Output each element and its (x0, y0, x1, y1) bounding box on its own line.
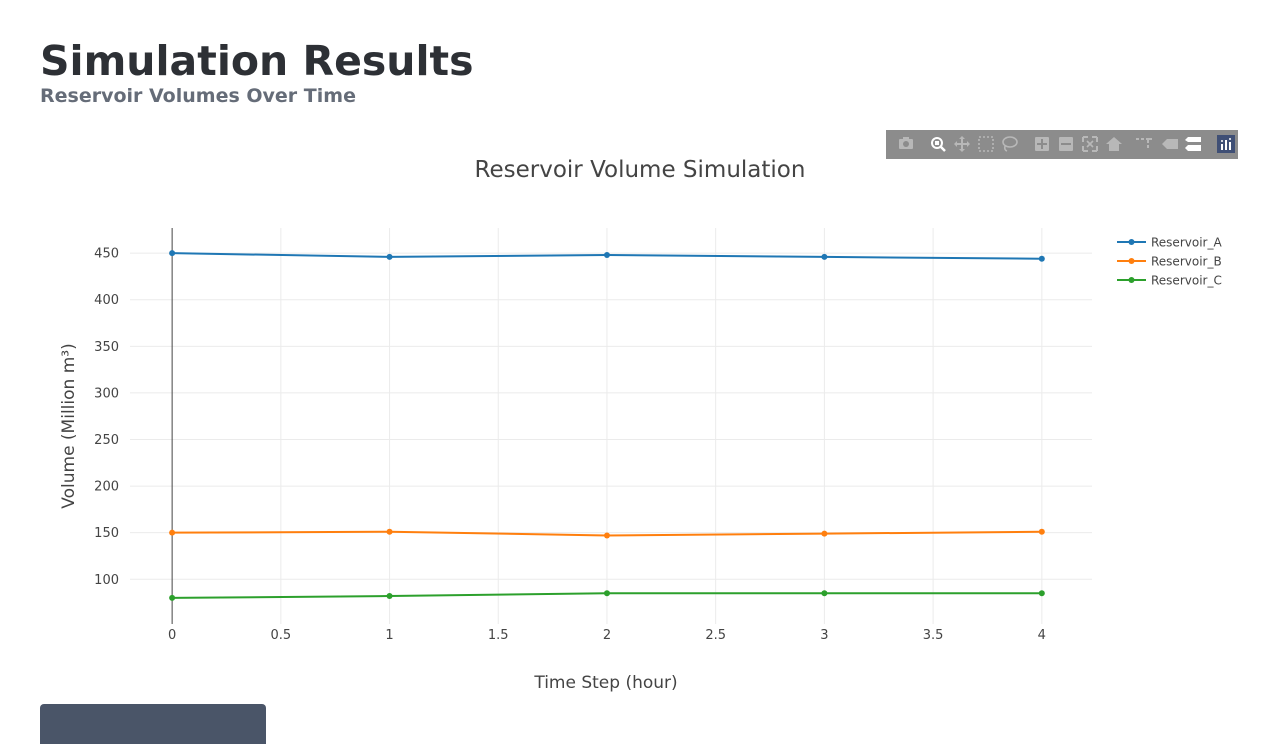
y-axis-title: Volume (Million m³) (59, 343, 79, 508)
page-subtitle: Reservoir Volumes Over Time (40, 85, 356, 107)
data-point[interactable] (821, 253, 828, 260)
legend-swatch-marker (1128, 258, 1135, 264)
autoscale-icon[interactable] (1079, 130, 1101, 159)
chart-container: 0 0.5 1 1.5 2 2.5 3 3.5 4 100 150 200 250 300 350 400 45… (0, 140, 1280, 700)
x-tick-label: 0.5 (270, 628, 291, 643)
line-chart[interactable]: 0 0.5 1 1.5 2 2.5 3 3.5 4 100 150 200 250 300 350 400 45… (0, 140, 1280, 700)
series-Reservoir_C[interactable] (169, 590, 1045, 601)
x-tick-label: 0 (168, 628, 176, 643)
y-tick-labels: 100 150 200 250 300 350 400 450 (94, 247, 119, 588)
series-Reservoir_A[interactable] (169, 250, 1045, 262)
data-point[interactable] (821, 590, 828, 597)
x-axis-title: Time Step (hour) (533, 673, 677, 693)
y-tick-label: 350 (94, 340, 119, 355)
x-tick-label: 2 (603, 628, 611, 643)
data-point[interactable] (603, 252, 610, 259)
chart-title: Reservoir Volume Simulation (475, 157, 806, 183)
x-tick-label: 1.5 (488, 628, 509, 643)
bottom-button[interactable] (40, 704, 266, 744)
box-select-icon[interactable] (975, 130, 997, 159)
x-tick-label: 4 (1038, 628, 1046, 643)
data-point[interactable] (386, 528, 393, 535)
legend-swatch-marker (1128, 239, 1135, 245)
legend-label: Reservoir_B (1151, 255, 1222, 269)
lasso-select-icon[interactable] (999, 130, 1021, 159)
page-title: Simulation Results (40, 37, 474, 85)
y-tick-label: 400 (94, 293, 119, 308)
data-point[interactable] (1038, 528, 1045, 535)
data-point[interactable] (1038, 590, 1045, 597)
y-tick-label: 300 (94, 386, 119, 401)
x-tick-labels: 0 0.5 1 1.5 2 2.5 3 3.5 4 (168, 628, 1046, 643)
pan-icon[interactable] (951, 130, 973, 159)
plotly-logo-icon[interactable] (1215, 130, 1237, 159)
x-tick-label: 3 (820, 628, 828, 643)
data-point[interactable] (169, 250, 176, 257)
legend-item[interactable]: Reservoir_C (1117, 274, 1222, 288)
y-tick-label: 450 (94, 247, 119, 262)
x-tick-label: 3.5 (923, 628, 944, 643)
legend-item[interactable]: Reservoir_B (1117, 255, 1222, 269)
legend-label: Reservoir_C (1151, 274, 1222, 288)
hover-compare-icon[interactable] (1183, 130, 1205, 159)
y-tick-label: 200 (94, 480, 119, 495)
chart-modebar (886, 130, 1238, 159)
legend-swatch-marker (1128, 277, 1135, 283)
y-tick-label: 150 (94, 526, 119, 541)
data-point[interactable] (603, 532, 610, 539)
grid-lines (130, 228, 1092, 624)
zoom-in-icon[interactable] (1031, 130, 1053, 159)
x-tick-label: 1 (385, 628, 393, 643)
legend-item[interactable]: Reservoir_A (1117, 236, 1222, 250)
series-Reservoir_B[interactable] (169, 528, 1045, 539)
legend-label: Reservoir_A (1151, 236, 1222, 250)
data-point[interactable] (386, 253, 393, 260)
camera-icon[interactable] (895, 130, 917, 159)
y-tick-label: 250 (94, 433, 119, 448)
zoom-out-icon[interactable] (1055, 130, 1077, 159)
y-tick-label: 100 (94, 573, 119, 588)
spike-lines-icon[interactable] (1133, 130, 1155, 159)
x-tick-label: 2.5 (705, 628, 726, 643)
data-point[interactable] (821, 530, 828, 537)
data-point[interactable] (1038, 255, 1045, 262)
data-point[interactable] (386, 593, 393, 600)
data-point[interactable] (169, 594, 176, 601)
data-point[interactable] (603, 590, 610, 597)
zoom-icon[interactable] (927, 130, 949, 159)
data-point[interactable] (169, 529, 176, 536)
reset-axes-icon[interactable] (1103, 130, 1125, 159)
legend: Reservoir_A Reservoir_B Reservoir_C (1117, 236, 1222, 288)
hover-closest-icon[interactable] (1159, 130, 1181, 159)
